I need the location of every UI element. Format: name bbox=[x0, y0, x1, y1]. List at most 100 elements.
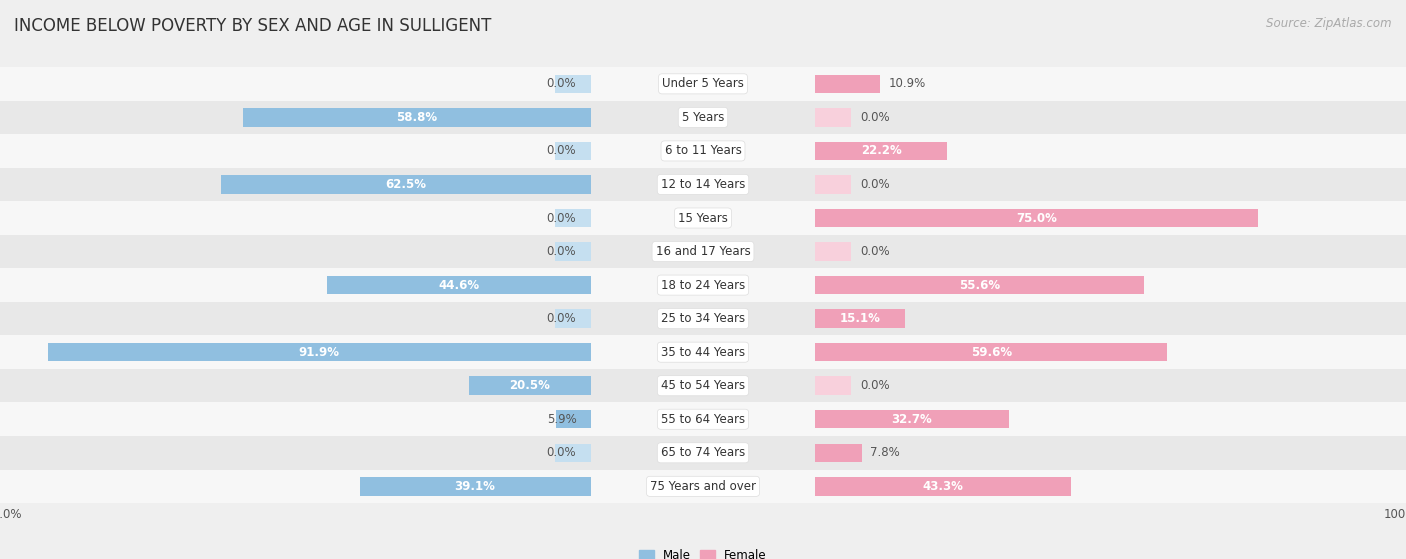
Text: 10.9%: 10.9% bbox=[889, 77, 927, 91]
Text: 35 to 44 Years: 35 to 44 Years bbox=[661, 345, 745, 359]
Bar bbox=[0, 67, 591, 101]
Bar bbox=[815, 402, 1406, 436]
Bar bbox=[555, 142, 591, 160]
Text: 12 to 14 Years: 12 to 14 Years bbox=[661, 178, 745, 191]
Bar bbox=[0, 302, 591, 335]
Text: 0.0%: 0.0% bbox=[546, 144, 576, 158]
Bar bbox=[0, 134, 591, 168]
Text: 0.0%: 0.0% bbox=[546, 312, 576, 325]
Text: 58.8%: 58.8% bbox=[396, 111, 437, 124]
Bar bbox=[815, 168, 1406, 201]
Bar bbox=[591, 101, 815, 134]
Bar bbox=[243, 108, 591, 127]
Bar bbox=[0, 201, 591, 235]
Bar bbox=[555, 75, 591, 93]
Text: 16 and 17 Years: 16 and 17 Years bbox=[655, 245, 751, 258]
Bar bbox=[470, 377, 591, 395]
Text: 75 Years and over: 75 Years and over bbox=[650, 480, 756, 493]
Bar bbox=[0, 268, 591, 302]
Text: 0.0%: 0.0% bbox=[546, 245, 576, 258]
Text: 65 to 74 Years: 65 to 74 Years bbox=[661, 446, 745, 459]
Text: 44.6%: 44.6% bbox=[439, 278, 479, 292]
Text: Under 5 Years: Under 5 Years bbox=[662, 77, 744, 91]
Bar bbox=[48, 343, 591, 362]
Bar bbox=[555, 444, 591, 462]
Bar bbox=[815, 235, 1406, 268]
Text: 62.5%: 62.5% bbox=[385, 178, 426, 191]
Bar bbox=[815, 436, 1406, 470]
Bar bbox=[815, 444, 862, 462]
Bar bbox=[815, 142, 946, 160]
Bar bbox=[591, 470, 815, 503]
Bar bbox=[591, 168, 815, 201]
Bar bbox=[0, 470, 591, 503]
Text: 43.3%: 43.3% bbox=[922, 480, 963, 493]
Text: 0.0%: 0.0% bbox=[546, 446, 576, 459]
Bar bbox=[360, 477, 591, 496]
Text: Source: ZipAtlas.com: Source: ZipAtlas.com bbox=[1267, 17, 1392, 30]
Bar bbox=[222, 176, 591, 194]
Text: 5.9%: 5.9% bbox=[547, 413, 576, 426]
Bar bbox=[591, 268, 815, 302]
Bar bbox=[815, 470, 1406, 503]
Text: 45 to 54 Years: 45 to 54 Years bbox=[661, 379, 745, 392]
Bar bbox=[591, 302, 815, 335]
Bar bbox=[555, 310, 591, 328]
Bar bbox=[815, 75, 880, 93]
Text: 6 to 11 Years: 6 to 11 Years bbox=[665, 144, 741, 158]
Bar bbox=[815, 268, 1406, 302]
Bar bbox=[591, 369, 815, 402]
Bar bbox=[591, 201, 815, 235]
Bar bbox=[815, 343, 1167, 362]
Bar bbox=[0, 101, 591, 134]
Text: 0.0%: 0.0% bbox=[546, 77, 576, 91]
Bar bbox=[815, 101, 1406, 134]
Text: 0.0%: 0.0% bbox=[859, 245, 890, 258]
Bar bbox=[591, 67, 815, 101]
Bar bbox=[0, 168, 591, 201]
Text: 15 Years: 15 Years bbox=[678, 211, 728, 225]
Bar bbox=[328, 276, 591, 294]
Bar bbox=[815, 108, 851, 127]
Bar bbox=[555, 209, 591, 228]
Text: 55.6%: 55.6% bbox=[959, 278, 1000, 292]
Bar bbox=[0, 436, 591, 470]
Bar bbox=[0, 335, 591, 369]
Bar bbox=[815, 302, 1406, 335]
Text: 55 to 64 Years: 55 to 64 Years bbox=[661, 413, 745, 426]
Bar bbox=[815, 377, 851, 395]
Bar bbox=[815, 176, 851, 194]
Bar bbox=[815, 209, 1258, 228]
Bar bbox=[815, 276, 1144, 294]
Text: 32.7%: 32.7% bbox=[891, 413, 932, 426]
Bar bbox=[591, 436, 815, 470]
Text: 0.0%: 0.0% bbox=[546, 211, 576, 225]
Text: 5 Years: 5 Years bbox=[682, 111, 724, 124]
Text: 0.0%: 0.0% bbox=[859, 379, 890, 392]
Bar bbox=[0, 235, 591, 268]
Bar bbox=[815, 67, 1406, 101]
Text: 39.1%: 39.1% bbox=[454, 480, 495, 493]
Text: 20.5%: 20.5% bbox=[509, 379, 550, 392]
Bar bbox=[591, 235, 815, 268]
Text: 59.6%: 59.6% bbox=[972, 345, 1012, 359]
Bar bbox=[591, 335, 815, 369]
Text: INCOME BELOW POVERTY BY SEX AND AGE IN SULLIGENT: INCOME BELOW POVERTY BY SEX AND AGE IN S… bbox=[14, 17, 492, 35]
Bar bbox=[0, 402, 591, 436]
Text: 91.9%: 91.9% bbox=[298, 345, 340, 359]
Bar bbox=[591, 134, 815, 168]
Bar bbox=[815, 201, 1406, 235]
Bar bbox=[815, 335, 1406, 369]
Text: 22.2%: 22.2% bbox=[860, 144, 901, 158]
Bar bbox=[591, 402, 815, 436]
Text: 18 to 24 Years: 18 to 24 Years bbox=[661, 278, 745, 292]
Bar bbox=[815, 410, 1008, 429]
Bar bbox=[815, 477, 1071, 496]
Text: 75.0%: 75.0% bbox=[1017, 211, 1057, 225]
Text: 15.1%: 15.1% bbox=[839, 312, 880, 325]
Bar bbox=[555, 243, 591, 260]
Bar bbox=[815, 369, 1406, 402]
Bar bbox=[0, 369, 591, 402]
Text: 0.0%: 0.0% bbox=[859, 111, 890, 124]
Text: 7.8%: 7.8% bbox=[870, 446, 900, 459]
